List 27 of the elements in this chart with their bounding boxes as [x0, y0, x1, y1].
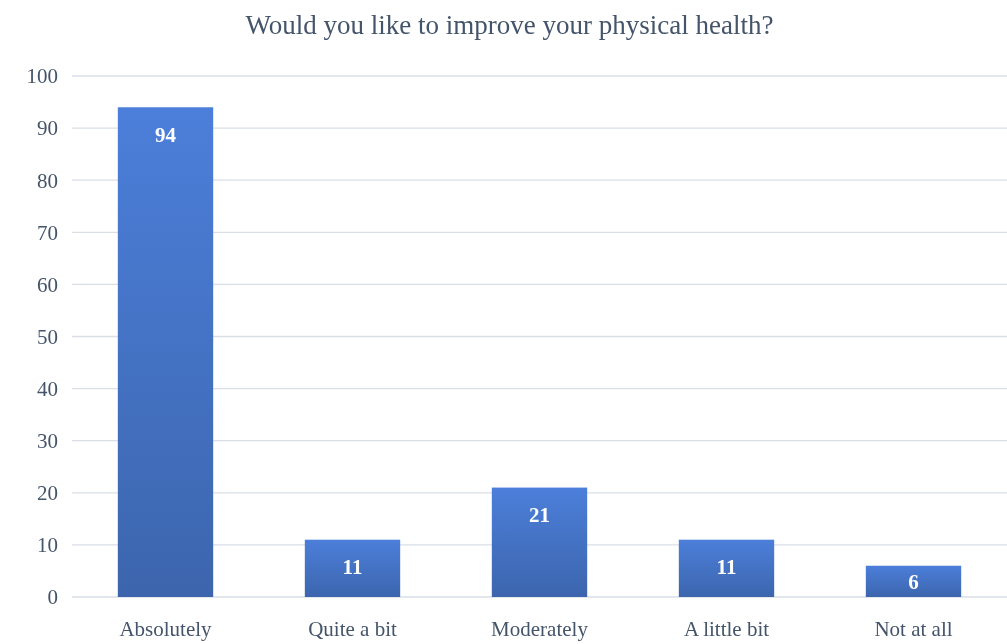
chart-title: Would you like to improve your physical health?: [245, 10, 774, 40]
bar: [865, 565, 962, 597]
data-label: 11: [716, 555, 737, 580]
y-tick-label: 20: [37, 481, 58, 506]
x-tick-label: Not at all: [874, 617, 953, 641]
y-tick-label: 60: [37, 272, 58, 297]
data-label: 94: [155, 122, 177, 147]
bar: [117, 107, 214, 597]
y-tick-label: 30: [37, 429, 58, 454]
data-label: 11: [342, 555, 363, 580]
y-tick-label: 100: [26, 64, 58, 89]
x-tick-label: Absolutely: [119, 617, 213, 641]
bar: [304, 539, 401, 597]
x-tick-label: A little bit: [683, 617, 770, 641]
y-tick-label: 90: [37, 116, 58, 141]
data-label: 21: [529, 502, 550, 527]
y-tick-label: 50: [37, 324, 58, 349]
y-tick-label: 10: [37, 533, 58, 558]
y-tick-label: 70: [37, 220, 58, 245]
bar: [491, 487, 588, 597]
y-tick-label: 0: [47, 585, 58, 610]
bar: [678, 539, 775, 597]
y-tick-label: 40: [37, 376, 58, 401]
x-tick-label: Moderately: [491, 617, 589, 641]
data-label: 6: [908, 569, 919, 594]
y-tick-label: 80: [37, 168, 58, 193]
x-tick-label: Quite a bit: [308, 617, 397, 641]
